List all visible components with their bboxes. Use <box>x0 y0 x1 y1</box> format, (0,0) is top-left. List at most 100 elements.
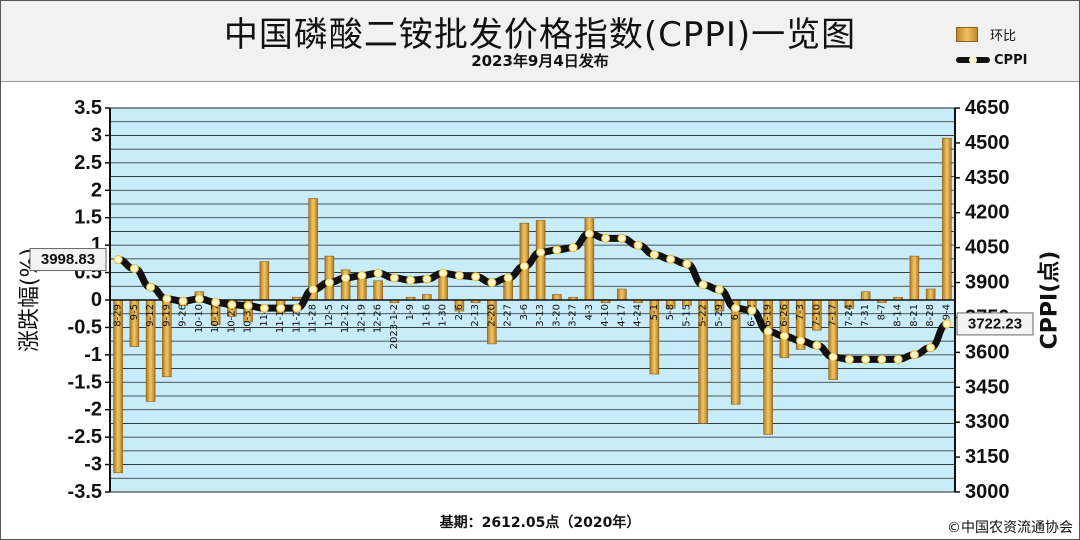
cppi-point-2023-1-2 <box>389 273 399 283</box>
cppi-point-8-21 <box>909 350 919 360</box>
x-tick-4-24: 4-24 <box>633 304 644 327</box>
annotations: 3998.83 3722.23 <box>29 248 1034 336</box>
left-tick--3.5: -3.5 <box>68 481 102 503</box>
left-tick-3: 3 <box>91 124 102 146</box>
cppi-point-2-27 <box>503 273 513 283</box>
cppi-point-1-16 <box>422 274 432 284</box>
cppi-point-9-12 <box>146 282 156 292</box>
bar-series <box>113 137 952 474</box>
cppi-point-6-5 <box>731 303 741 313</box>
x-tick-10-31: 10-31 <box>243 304 254 333</box>
x-tick-3-13: 3-13 <box>535 304 546 327</box>
x-tick-1-30: 1-30 <box>438 304 449 327</box>
cppi-point-11-7 <box>259 303 269 313</box>
cppi-point-1-30 <box>438 268 448 278</box>
bar-3-20 <box>552 294 562 301</box>
cppi-point-4-17 <box>617 233 627 243</box>
x-tick-6-12: 6-12 <box>746 304 757 327</box>
legend-line-swatch <box>956 56 990 64</box>
left-tick-1: 1 <box>91 234 102 256</box>
x-tick-8-7: 8-7 <box>876 304 887 320</box>
x-tick-6-19: 6-19 <box>763 304 774 327</box>
cppi-point-10-31 <box>243 301 253 311</box>
cppi-point-7-24 <box>844 354 854 364</box>
bar-12-26 <box>373 280 383 301</box>
bar-12-19 <box>357 277 367 301</box>
x-tick-2-20: 2-20 <box>486 304 497 327</box>
bar-1-30 <box>438 275 448 301</box>
cppi-point-11-14 <box>276 303 286 313</box>
x-tick-12-12: 12-12 <box>340 304 351 333</box>
legend-line-label: CPPI <box>994 52 1028 68</box>
x-tick-4-17: 4-17 <box>616 304 627 327</box>
left-tick-3.5: 3.5 <box>74 97 102 119</box>
x-tick-2-6: 2-6 <box>454 304 465 320</box>
annotation-box-last <box>956 312 1034 336</box>
x-tick-11-21: 11-21 <box>291 304 302 333</box>
x-tick-1-9: 1-9 <box>405 304 416 320</box>
cppi-point-10-17 <box>211 297 221 307</box>
left-tick--0.5: -0.5 <box>68 316 102 338</box>
x-tick-11-28: 11-28 <box>308 304 319 333</box>
bar-8-28 <box>925 288 936 301</box>
bar-1-16 <box>422 294 432 301</box>
cppi-point-10-10 <box>194 294 204 304</box>
cppi-point-4-10 <box>601 233 611 243</box>
cppi-point-12-19 <box>357 271 367 281</box>
right-tick-4350: 4350 <box>965 167 1010 189</box>
annotation-label-first: 3998.83 <box>41 251 95 268</box>
cppi-point-2-13 <box>471 272 481 282</box>
copyright-note: ©中国农资流通协会 <box>947 520 1073 536</box>
left-tick-2: 2 <box>91 179 102 201</box>
cppi-point-10-24 <box>227 300 237 310</box>
x-tick-9-4: 9-4 <box>941 304 952 320</box>
bar-9-4 <box>942 137 952 301</box>
legend-bar-swatch <box>956 26 978 42</box>
base-period-note: 基期：2612.05点（2020年） <box>439 515 641 531</box>
cppi-point-2-6 <box>454 271 464 281</box>
cppi-point-6-19 <box>763 326 773 336</box>
cppi-point-5-8 <box>666 254 676 264</box>
left-tick-2.5: 2.5 <box>74 152 102 174</box>
cppi-point-9-19 <box>162 294 172 304</box>
annotation-box-first <box>29 248 107 272</box>
x-tick-2-27: 2-27 <box>503 304 514 327</box>
bar-7-31 <box>860 291 871 301</box>
right-tick-4650: 4650 <box>965 97 1010 119</box>
cppi-point-12-12 <box>341 273 351 283</box>
x-tick-5-1: 5-1 <box>649 304 660 320</box>
left-tick--1.5: -1.5 <box>68 371 102 393</box>
cppi-point-5-15 <box>682 259 692 269</box>
cppi-line-series <box>113 229 952 364</box>
right-tick-4200: 4200 <box>965 202 1010 224</box>
bar-8-21 <box>909 255 920 301</box>
x-tick-4-3: 4-3 <box>584 304 595 320</box>
cppi-point-3-27 <box>568 243 578 253</box>
x-tick-7-24: 7-24 <box>844 304 855 327</box>
axes: 3.532.521.510.50-0.5-1-1.5-2-2.5-3-3.546… <box>18 97 1063 503</box>
x-tick-9-5: 9-5 <box>129 304 140 320</box>
x-tick-1-16: 1-16 <box>421 304 432 327</box>
x-tick-3-6: 3-6 <box>519 304 530 320</box>
cppi-point-7-3 <box>796 336 806 346</box>
bar-4-17 <box>617 288 627 301</box>
chart-title: 中国磷酸二铵批发价格指数(CPPI)一览图 <box>223 15 857 55</box>
x-tick-8-28: 8-28 <box>925 304 936 327</box>
cppi-point-5-22 <box>698 280 708 290</box>
annotation-label-last: 3722.23 <box>968 315 1022 332</box>
x-tick-6-26: 6-26 <box>779 304 790 327</box>
right-tick-4500: 4500 <box>965 132 1010 154</box>
chart-header: 中国磷酸二铵批发价格指数(CPPI)一览图 2023年9月4日发布 环比 CPP… <box>1 1 1079 82</box>
cppi-point-12-26 <box>373 268 383 278</box>
x-tick-10-10: 10-10 <box>194 304 205 333</box>
cppi-line-path <box>114 230 951 363</box>
cppi-point-11-28 <box>308 285 318 295</box>
x-tick-8-14: 8-14 <box>893 304 904 327</box>
cppi-point-5-29 <box>714 285 724 295</box>
legend-item-bar: 环比 <box>956 21 1027 47</box>
right-axis-title: CPPI(点) <box>1037 251 1063 350</box>
x-tick-8-29: 8-29 <box>113 304 124 327</box>
right-tick-3000: 3000 <box>965 481 1010 503</box>
x-tick-12-5: 12-5 <box>324 304 335 327</box>
